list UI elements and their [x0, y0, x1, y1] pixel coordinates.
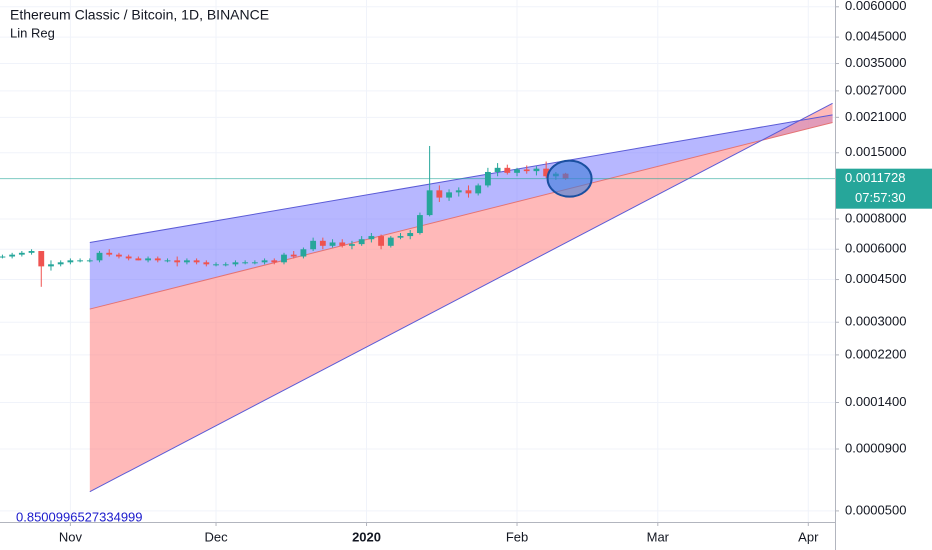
- candle-body: [0, 256, 6, 258]
- candle-body: [203, 262, 210, 265]
- candle-body: [339, 242, 346, 246]
- y-tick-label: 0.0021000: [845, 109, 906, 124]
- candle-body: [329, 242, 336, 246]
- candle-body: [193, 260, 200, 263]
- candle-body: [154, 258, 161, 261]
- y-tick-label: 0.0001400: [845, 394, 906, 409]
- y-tick-label: 0.0060000: [845, 0, 906, 13]
- y-tick-label: 0.0002200: [845, 346, 906, 361]
- candle-body: [135, 258, 142, 261]
- y-tick-label: 0.0000500: [845, 502, 906, 517]
- candle-body: [465, 190, 472, 194]
- y-tick-label: 0.0015000: [845, 144, 906, 159]
- y-tick-label: 0.0035000: [845, 55, 906, 70]
- x-tick-label: Apr: [798, 529, 819, 544]
- candle-body: [523, 169, 530, 172]
- candle-body: [533, 168, 540, 172]
- candle-body: [242, 262, 249, 264]
- candle-body: [86, 260, 93, 262]
- chart-title: Ethereum Classic / Bitcoin, 1D, BINANCE: [10, 7, 269, 23]
- candle-body: [504, 167, 511, 173]
- candle-body: [38, 251, 45, 267]
- y-tick-label: 0.0006000: [845, 241, 906, 256]
- candle-body: [77, 260, 84, 262]
- candle-body: [358, 239, 365, 245]
- candle-body: [116, 254, 122, 257]
- y-tick-label: 0.0045000: [845, 29, 906, 44]
- candle-body: [145, 258, 151, 261]
- x-tick-label: 2020: [352, 529, 381, 544]
- candle-body: [475, 185, 482, 194]
- y-tick-label: 0.0003000: [845, 314, 906, 329]
- candle-body: [18, 252, 25, 255]
- y-tick-label: 0.0008000: [845, 210, 906, 225]
- candle-body: [319, 240, 326, 246]
- y-tick-label: 0.0027000: [845, 82, 906, 97]
- countdown-label: 07:57:30: [855, 190, 906, 205]
- plot-area: [0, 0, 835, 522]
- highlight-ellipse: [546, 159, 593, 198]
- candle-body: [543, 168, 550, 177]
- candle-body: [378, 236, 385, 246]
- candle-body: [213, 264, 219, 266]
- candle-body: [446, 192, 452, 198]
- candle-body: [514, 169, 520, 173]
- annotation: 0.8500996527334999: [16, 509, 143, 524]
- x-tick-label: Nov: [59, 529, 83, 544]
- candle-body: [387, 237, 394, 246]
- candle-body: [271, 260, 278, 263]
- candle-body: [290, 254, 297, 257]
- candle-body: [183, 260, 190, 263]
- candle-body: [57, 262, 64, 265]
- candle-body: [436, 190, 443, 198]
- candle-body: [9, 254, 16, 257]
- candle-body: [251, 262, 258, 264]
- middle-line: [89, 121, 833, 310]
- last-price-box: [836, 168, 932, 209]
- indicator-name: Lin Reg: [10, 25, 55, 40]
- x-tick-label: Feb: [506, 529, 528, 544]
- candle-body: [397, 236, 404, 238]
- candle-body: [494, 167, 501, 172]
- candle-body: [125, 256, 132, 259]
- candle-body: [48, 264, 54, 267]
- x-tick-label: Dec: [204, 529, 228, 544]
- candle-body: [349, 244, 355, 246]
- candle-body: [310, 240, 317, 250]
- x-tick-label: Mar: [647, 529, 670, 544]
- candle-body: [300, 249, 307, 257]
- candle-body: [281, 254, 287, 263]
- candle-body: [261, 260, 268, 263]
- y-tick-label: 0.0004500: [845, 271, 906, 286]
- candle-body: [96, 252, 103, 261]
- candle-body: [407, 233, 414, 237]
- lower-line: [89, 102, 833, 493]
- y-tick-label: 0.0000900: [845, 440, 906, 455]
- candle-body: [426, 190, 433, 216]
- candle-body: [174, 260, 181, 263]
- candle-body: [222, 264, 229, 266]
- candle-body: [455, 190, 462, 193]
- candle-body: [232, 262, 239, 265]
- candle-body: [106, 252, 113, 255]
- last-price-label: 0.0011728: [845, 170, 906, 185]
- candle-body: [67, 260, 74, 263]
- candle-body: [164, 260, 171, 262]
- candle-body: [28, 251, 35, 253]
- candle-body: [368, 236, 375, 240]
- candle-body: [417, 215, 423, 234]
